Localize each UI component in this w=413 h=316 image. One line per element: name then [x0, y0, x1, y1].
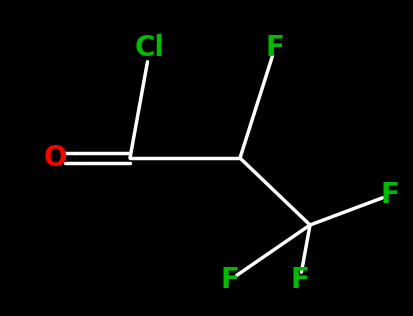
Text: Cl: Cl [135, 34, 165, 62]
Text: F: F [265, 34, 284, 62]
Text: O: O [43, 144, 66, 172]
Text: F: F [290, 266, 309, 294]
Text: F: F [220, 266, 239, 294]
Text: F: F [380, 181, 399, 209]
